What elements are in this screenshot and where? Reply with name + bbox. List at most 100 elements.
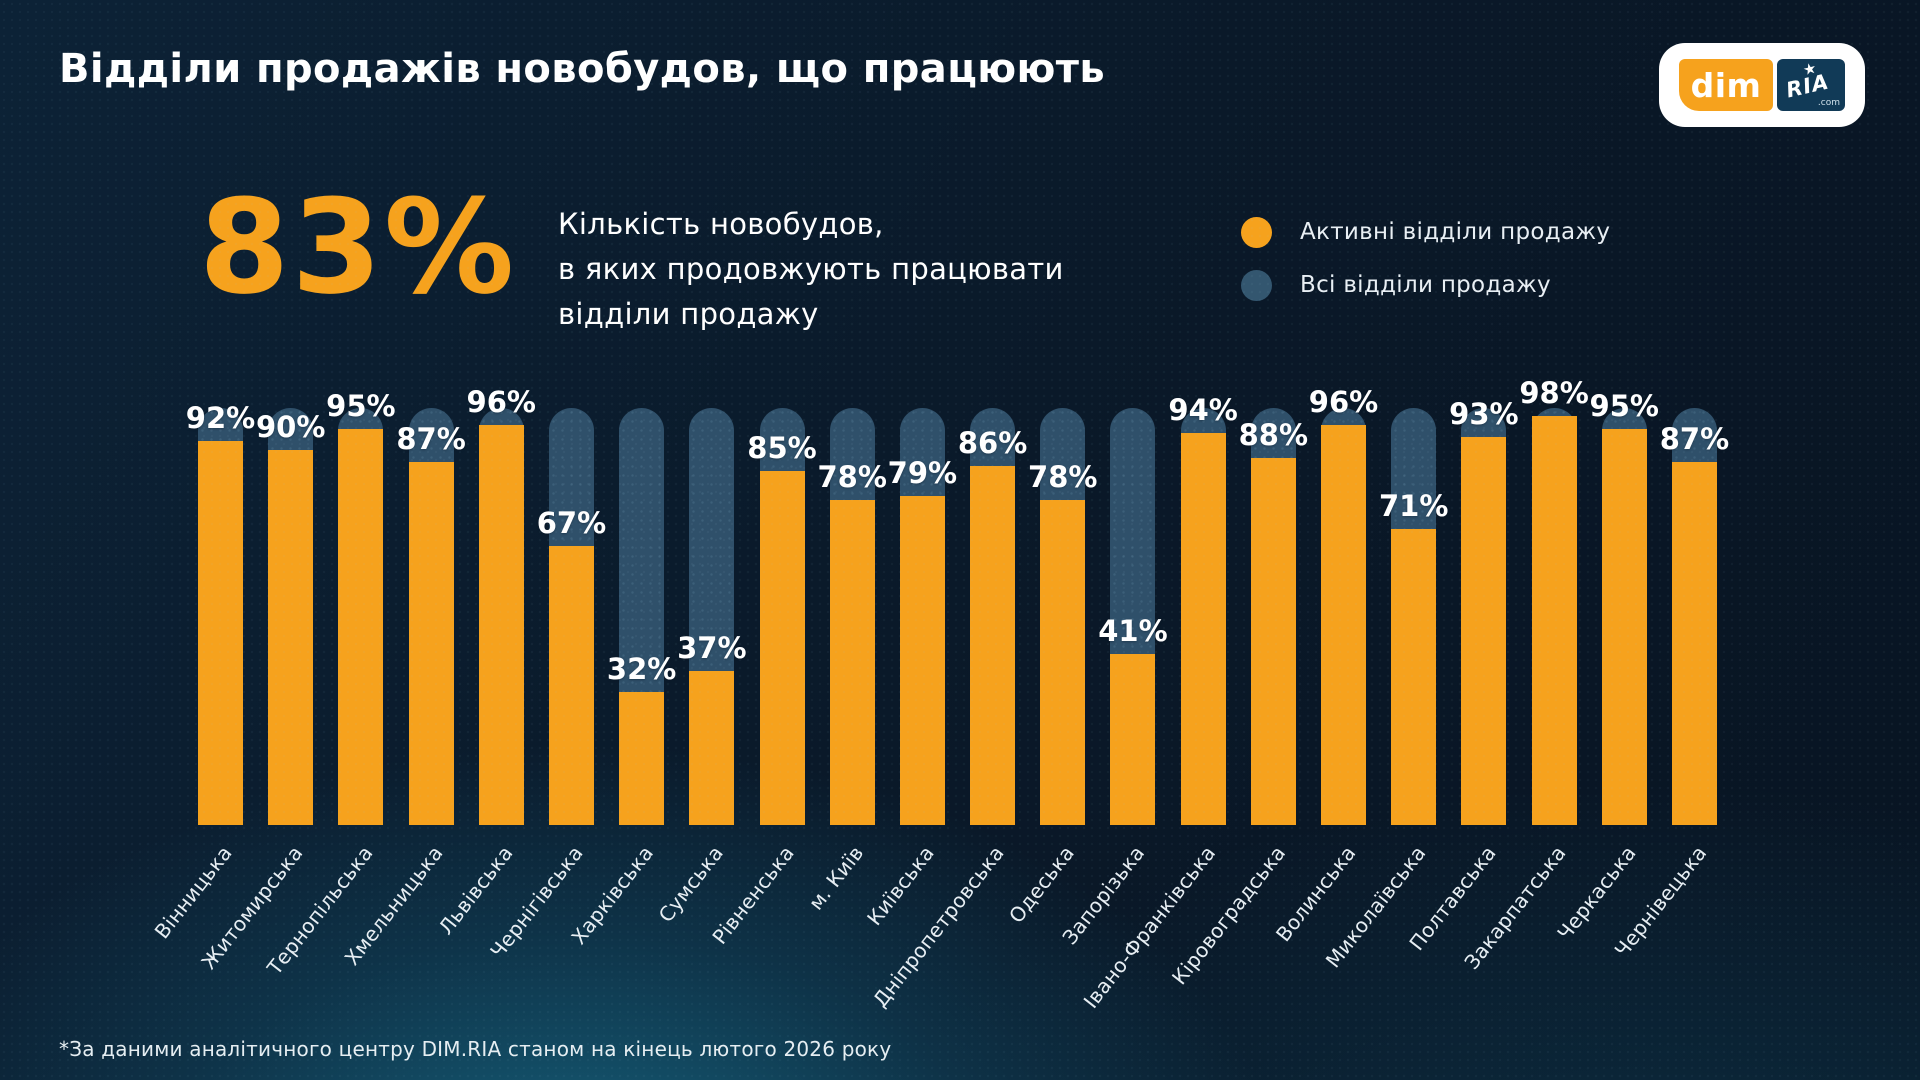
legend-item-active: Активні відділи продажу (1241, 216, 1610, 248)
bar-active (1601, 428, 1647, 825)
bar-value-label: 86% (957, 426, 1028, 461)
bar-active (619, 691, 665, 825)
bar-value-label: 71% (1378, 488, 1449, 523)
bar-active (1531, 416, 1577, 825)
bar-total (1180, 408, 1226, 825)
bar-active (1391, 528, 1437, 825)
bar-total (1461, 408, 1507, 825)
dimria-logo: dim ★ RIA .com (1659, 43, 1865, 127)
ria-com-text: .com (1817, 98, 1840, 108)
ria-logo-box: ★ RIA .com (1777, 59, 1845, 111)
dim-logo-text: dim (1690, 65, 1762, 105)
legend-dot-all (1241, 269, 1272, 301)
region-label: Одеська (1004, 841, 1080, 928)
bar-active (1110, 654, 1156, 825)
bar-total (478, 408, 524, 825)
bar-active (1461, 437, 1507, 825)
bar-column: 86% Дніпропетровська (868, 408, 1027, 1012)
bar-active (1040, 499, 1086, 825)
bar-value-label: 87% (1659, 422, 1730, 457)
bar-value-label: 95% (326, 388, 396, 423)
bar-column: 41% Запорізька (1058, 408, 1168, 949)
bar-active (759, 470, 805, 825)
bar-total (829, 408, 875, 825)
bar-value-label: 78% (1028, 459, 1098, 494)
bar-column: 93% Полтавська (1404, 397, 1518, 955)
legend-item-all: Всі відділи продажу (1241, 269, 1610, 301)
bar-active (198, 441, 243, 825)
bar-value-label: 78% (817, 459, 887, 494)
region-label: м. Київ (804, 841, 869, 915)
bar-column: 92% Вінницька (150, 401, 255, 943)
bar-column: 96% Львівська (434, 385, 536, 939)
bar-value-label: 95% (1589, 388, 1659, 423)
bar-active (689, 670, 735, 825)
bar-total (1671, 408, 1717, 825)
bar-total (1531, 408, 1577, 825)
bar-column: 96% Волинська (1271, 385, 1379, 946)
dim-logo-box: dim (1679, 59, 1773, 111)
bar-active (268, 449, 314, 825)
bar-column: 32% Харківська (567, 408, 676, 949)
bar-total (1250, 408, 1296, 825)
bar-column: 87% Чернівецька (1609, 408, 1729, 962)
bar-total (899, 408, 945, 825)
bar-total (1321, 408, 1366, 825)
bar-active (1321, 424, 1366, 825)
bar-value-label: 98% (1519, 376, 1589, 411)
bar-value-label: 96% (466, 384, 536, 419)
bar-total (619, 408, 665, 825)
bar-value-label: 85% (747, 430, 817, 465)
bar-total (198, 408, 243, 825)
bar-value-label: 37% (677, 630, 747, 665)
bar-value-label: 96% (1308, 384, 1379, 419)
page-title: Відділи продажів новобудов, що працюють (59, 46, 1106, 92)
bar-value-label: 32% (606, 651, 677, 686)
bar-value-label: 92% (185, 401, 256, 436)
bar-column: 79% Київська (862, 408, 957, 930)
bar-value-label: 67% (536, 505, 607, 540)
headline-percent: 83% (199, 171, 517, 323)
footnote: *За даними аналітичного центру DIM.RIA с… (59, 1037, 892, 1061)
legend-dot-active (1241, 216, 1272, 248)
bar-total (338, 408, 384, 825)
bar-column: 78% Одеська (1004, 408, 1097, 928)
region-label: Сумська (654, 841, 729, 927)
bar-value-label: 87% (396, 422, 466, 457)
legend-label-active: Активні відділи продажу (1300, 219, 1611, 245)
bar-column: 94% Івано-Франківська (1078, 393, 1238, 1013)
bar-column: 95% Тернопільська (262, 389, 395, 979)
bar-active (478, 424, 524, 825)
bar-active (829, 499, 875, 825)
bar-total (1110, 408, 1156, 825)
bar-column: 78% м. Київ (804, 408, 887, 914)
bar-active (1671, 462, 1717, 825)
bar-total (759, 408, 805, 825)
bar-total (970, 408, 1016, 825)
bar-column: 37% Сумська (654, 408, 747, 927)
region-label: Івано-Франківська (1078, 841, 1220, 1013)
bar-active (899, 495, 945, 825)
bar-total (1601, 408, 1647, 825)
bar-total (548, 408, 594, 825)
bar-column: 98% Закарпатська (1460, 376, 1589, 973)
headline-description: Кількість новобудов, в яких продовжують … (558, 207, 1064, 331)
bar-total (1391, 408, 1437, 825)
bar-value-label: 88% (1238, 418, 1309, 453)
bar-column: 71% Миколаївська (1321, 408, 1448, 972)
region-label: Дніпропетровська (868, 841, 1010, 1012)
bar-value-label: 90% (255, 409, 326, 444)
bar-active (1250, 458, 1296, 825)
bar-column: 67% Чернігівська (486, 408, 606, 963)
bar-total (268, 408, 314, 825)
bar-column: 90% Житомирська (196, 408, 325, 974)
bar-active (408, 462, 454, 825)
legend: Активні відділи продажу Всі відділи прод… (1241, 216, 1610, 322)
bar-value-label: 94% (1168, 393, 1238, 428)
bar-value-label: 41% (1098, 614, 1168, 649)
bar-value-label: 93% (1449, 397, 1519, 432)
region-label: Київська (862, 841, 940, 930)
bar-column: 85% Рівненська (707, 408, 817, 949)
bar-total (1040, 408, 1086, 825)
